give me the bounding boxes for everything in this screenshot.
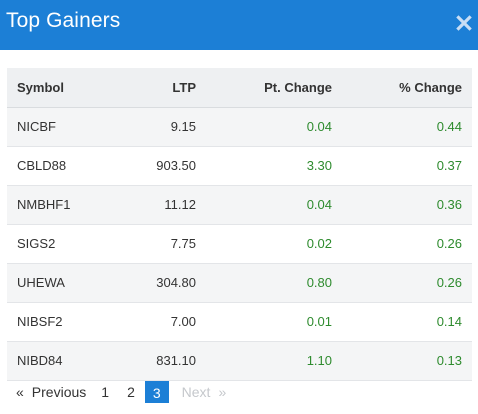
cell-pct-change: 0.44 xyxy=(342,107,472,147)
cell-pt-change: 0.04 xyxy=(206,107,342,147)
table-row[interactable]: UHEWA 304.80 0.80 0.26 xyxy=(7,263,472,303)
page-1-button[interactable]: 1 xyxy=(101,384,110,400)
table-row[interactable]: NIBSF2 7.00 0.01 0.14 xyxy=(7,302,472,342)
cell-pt-change: 3.30 xyxy=(206,146,342,186)
page-3-button-active[interactable]: 3 xyxy=(144,381,169,403)
column-header-symbol[interactable]: Symbol xyxy=(7,68,105,108)
column-header-ltp[interactable]: LTP xyxy=(105,68,206,108)
cell-pct-change: 0.36 xyxy=(342,185,472,225)
cell-pt-change: 1.10 xyxy=(206,341,342,381)
cell-symbol: NICBF xyxy=(7,107,105,147)
cell-pt-change: 0.04 xyxy=(206,185,342,225)
cell-symbol: NIBD84 xyxy=(7,341,105,381)
cell-pct-change: 0.13 xyxy=(342,341,472,381)
pagination: « Previous 1 2 3 Next » xyxy=(10,381,231,403)
cell-pct-change: 0.14 xyxy=(342,302,472,342)
cell-ltp: 304.80 xyxy=(105,263,206,303)
next-label: Next xyxy=(181,384,211,400)
modal-header: Top Gainers xyxy=(0,0,478,50)
table-row[interactable]: CBLD88 903.50 3.30 0.37 xyxy=(7,146,472,186)
gainers-table-container: Symbol LTP Pt. Change % Change NICBF 9.1… xyxy=(7,68,472,381)
cell-ltp: 7.75 xyxy=(105,224,206,264)
cell-ltp: 831.10 xyxy=(105,341,206,381)
cell-pct-change: 0.37 xyxy=(342,146,472,186)
cell-ltp: 9.15 xyxy=(105,107,206,147)
column-header-pct-change[interactable]: % Change xyxy=(342,68,472,108)
gainers-table: Symbol LTP Pt. Change % Change NICBF 9.1… xyxy=(7,68,472,381)
page-2-button[interactable]: 2 xyxy=(127,384,135,400)
table-header-row: Symbol LTP Pt. Change % Change xyxy=(7,68,472,108)
double-chevron-right-icon: » xyxy=(218,384,227,400)
next-page-button[interactable]: Next » xyxy=(177,381,232,403)
close-icon[interactable] xyxy=(456,14,472,32)
table-row[interactable]: NMBHF1 11.12 0.04 0.36 xyxy=(7,185,472,225)
table-row[interactable]: NICBF 9.15 0.04 0.44 xyxy=(7,107,472,147)
column-header-pt-change[interactable]: Pt. Change xyxy=(206,68,342,108)
cell-symbol: CBLD88 xyxy=(7,146,105,186)
cell-symbol: SIGS2 xyxy=(7,224,105,264)
cell-pct-change: 0.26 xyxy=(342,263,472,303)
cell-ltp: 903.50 xyxy=(105,146,206,186)
previous-label: Previous xyxy=(31,384,87,400)
cell-pt-change: 0.02 xyxy=(206,224,342,264)
cell-symbol: NIBSF2 xyxy=(7,302,105,342)
cell-symbol: NMBHF1 xyxy=(7,185,105,225)
cell-ltp: 7.00 xyxy=(105,302,206,342)
modal-title: Top Gainers xyxy=(6,9,121,32)
cell-pct-change: 0.26 xyxy=(342,224,472,264)
cell-pt-change: 0.80 xyxy=(206,263,342,303)
table-row[interactable]: SIGS2 7.75 0.02 0.26 xyxy=(7,224,472,264)
cell-pt-change: 0.01 xyxy=(206,302,342,342)
table-row[interactable]: NIBD84 831.10 1.10 0.13 xyxy=(7,341,472,381)
previous-page-button[interactable]: « Previous xyxy=(10,381,92,403)
cell-ltp: 11.12 xyxy=(105,185,206,225)
cell-symbol: UHEWA xyxy=(7,263,105,303)
double-chevron-left-icon: « xyxy=(16,384,24,400)
